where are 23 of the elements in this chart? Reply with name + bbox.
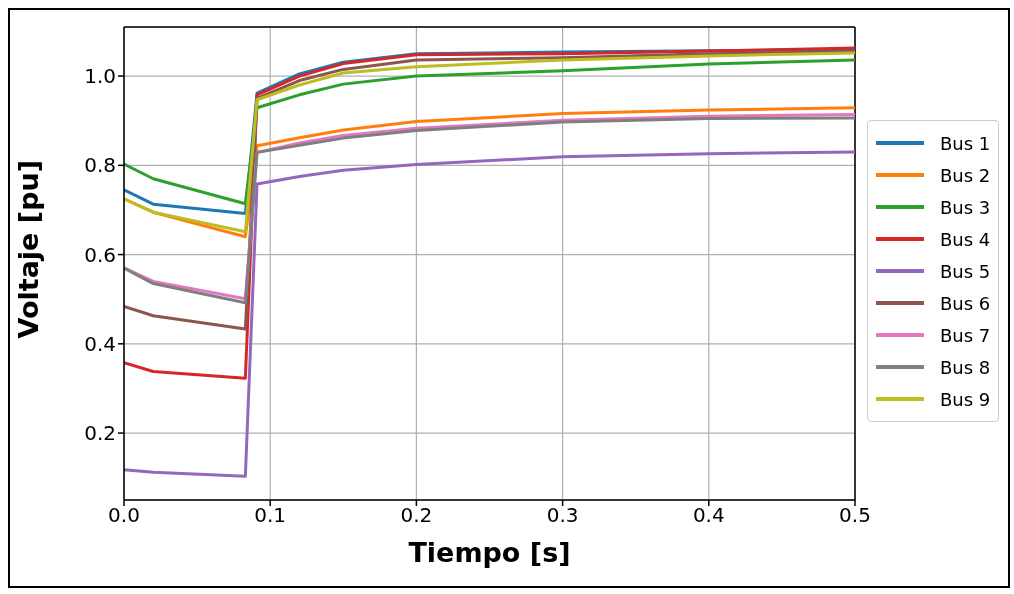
legend-label: Bus 8 xyxy=(940,356,991,378)
legend-label: Bus 4 xyxy=(940,228,991,250)
x-tick-label: 0.2 xyxy=(400,503,433,528)
y-tick-label: 0.8 xyxy=(84,153,116,178)
legend-label: Bus 1 xyxy=(940,132,991,154)
x-tick-label: 0.4 xyxy=(692,503,725,528)
x-tick-label: 0.5 xyxy=(839,503,871,528)
legend-label: Bus 7 xyxy=(940,324,991,346)
legend-label: Bus 9 xyxy=(940,388,991,410)
x-axis-title: Tiempo [s] xyxy=(408,537,571,568)
y-tick-label: 1.0 xyxy=(84,64,116,89)
x-tick-label: 0.0 xyxy=(108,503,140,528)
x-tick-label: 0.3 xyxy=(546,503,579,528)
y-axis-title: Voltaje [pu] xyxy=(12,159,44,339)
y-tick-label: 0.2 xyxy=(84,421,116,446)
y-tick-label: 0.6 xyxy=(84,242,116,267)
y-tick-label: 0.4 xyxy=(84,331,116,356)
legend-label: Bus 3 xyxy=(940,196,991,218)
legend-label: Bus 2 xyxy=(940,164,991,186)
legend-label: Bus 6 xyxy=(940,292,991,314)
x-tick-label: 0.1 xyxy=(254,503,287,528)
legend-label: Bus 5 xyxy=(940,260,991,282)
line-series xyxy=(124,150,855,478)
